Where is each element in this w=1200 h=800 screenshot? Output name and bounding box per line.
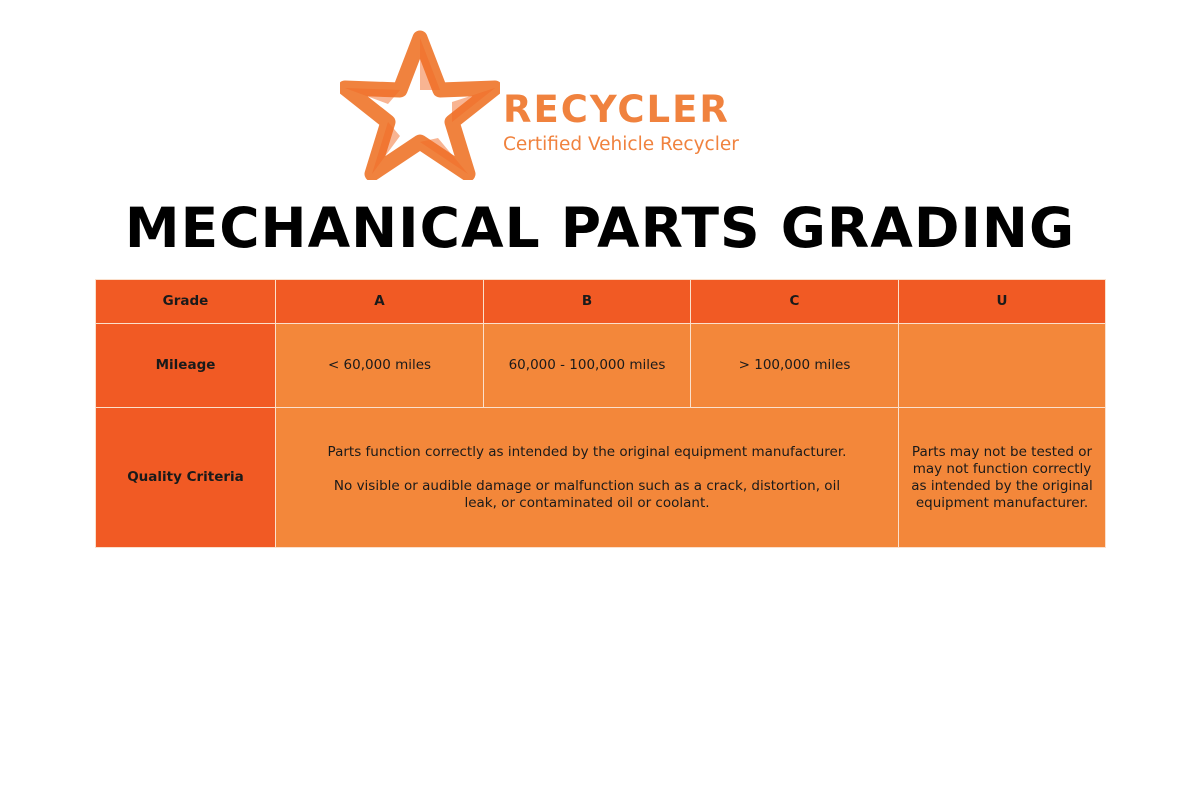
- table-row-header: Grade A B C U: [95, 279, 1106, 324]
- mileage-a: < 60,000 miles: [275, 323, 484, 408]
- header-u: U: [898, 279, 1106, 324]
- mileage-u: [898, 323, 1106, 408]
- quality-abc: Parts function correctly as intended by …: [275, 407, 899, 548]
- page-title: MECHANICAL PARTS GRADING: [124, 196, 1076, 260]
- row-label-mileage: Mileage: [95, 323, 276, 408]
- row-label-quality: Quality Criteria: [95, 407, 276, 548]
- table-row-mileage: Mileage < 60,000 miles 60,000 - 100,000 …: [95, 323, 1106, 408]
- brand-tagline: Certified Vehicle Recycler: [503, 134, 739, 155]
- header-grade: Grade: [95, 279, 276, 324]
- header-b: B: [483, 279, 691, 324]
- quality-abc-line-2: No visible or audible damage or malfunct…: [333, 477, 841, 511]
- mileage-b: 60,000 - 100,000 miles: [483, 323, 691, 408]
- quality-u: Parts may not be tested or may not funct…: [898, 407, 1106, 548]
- recycler-logo: RECYCLER Certified Vehicle Recycler: [340, 30, 770, 180]
- mileage-c: > 100,000 miles: [690, 323, 899, 408]
- brand-name: RECYCLER: [503, 88, 730, 131]
- grading-table: Grade A B C U Mileage < 60,000 miles 60,…: [95, 279, 1106, 548]
- star-recycle-icon: [340, 30, 500, 180]
- header-a: A: [275, 279, 484, 324]
- table-row-quality: Quality Criteria Parts function correctl…: [95, 407, 1106, 548]
- quality-abc-line-1: Parts function correctly as intended by …: [327, 443, 847, 460]
- header-c: C: [690, 279, 899, 324]
